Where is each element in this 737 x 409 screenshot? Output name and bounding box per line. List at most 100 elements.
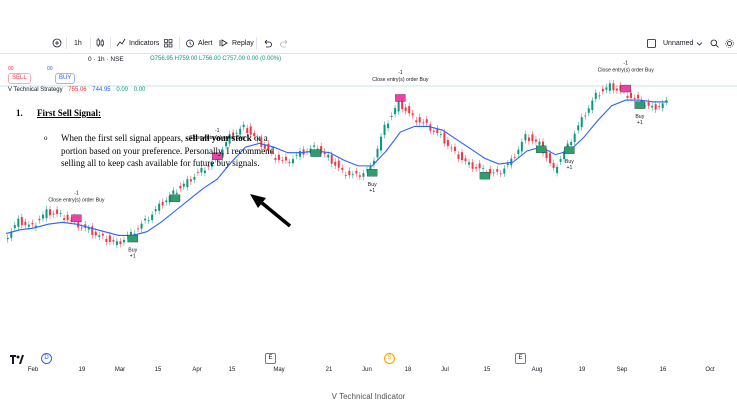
candle-body (200, 167, 203, 173)
candle-body (594, 92, 597, 99)
candle-body (446, 140, 449, 146)
candle-body (566, 143, 569, 148)
candle-body (165, 200, 168, 203)
candle-body (517, 149, 520, 155)
axis-label: Aug (531, 367, 543, 373)
candle-body (482, 167, 485, 169)
settings-button[interactable] (725, 33, 734, 53)
candle-body (147, 220, 150, 221)
candle-body (348, 170, 351, 176)
candle-body (450, 147, 453, 149)
buy-signal-box[interactable] (564, 146, 575, 154)
candle-body (513, 156, 516, 158)
buy-signal-label: Buy (368, 182, 377, 188)
add-symbol-button[interactable] (52, 33, 62, 53)
symbol-title[interactable]: 0 · 1h · NSE (88, 56, 124, 63)
undo-button[interactable] (263, 33, 272, 53)
candle-body (154, 209, 157, 212)
candle-body (619, 85, 622, 91)
candle-body (295, 155, 298, 156)
search-button[interactable] (710, 33, 719, 53)
candle-body (436, 128, 439, 133)
buy-signal-count: +1 (637, 120, 643, 126)
exit-marker-box[interactable] (479, 171, 491, 180)
buy-signal-box[interactable] (634, 101, 645, 109)
sell-signal-box[interactable] (212, 152, 223, 160)
candle-body (372, 160, 375, 165)
candle-body (144, 218, 147, 221)
templates-button[interactable] (164, 33, 173, 53)
candle-body (70, 220, 73, 222)
annotation-arrowhead (250, 194, 266, 208)
candle-body (418, 117, 421, 123)
candle-body (661, 103, 664, 109)
sell-signal-count: -1 (215, 128, 220, 134)
candle-body (601, 88, 604, 92)
candle-body (612, 83, 615, 91)
alarm-clock-icon (186, 39, 194, 48)
candle-body (80, 227, 83, 229)
buy-button[interactable]: BUY (55, 73, 76, 84)
replay-button[interactable]: Replay (219, 33, 254, 53)
candle-body (256, 137, 259, 140)
candle-body (355, 170, 358, 174)
dividend-event-icon[interactable]: D (41, 353, 52, 364)
paragraph-bold: sell all your stock (185, 133, 252, 143)
exit-marker-box[interactable] (310, 149, 322, 157)
strategy-legend[interactable]: V Technical Strategy 755.06 744.95 0.00 … (8, 87, 145, 93)
buy-signal-label: Buy (128, 248, 137, 254)
slide-heading: 1. First Sell Signal: (16, 108, 101, 118)
strategy-value-2: 744.95 (92, 87, 111, 93)
candle-body (277, 154, 280, 161)
candle-body (337, 160, 340, 168)
candle-body (267, 143, 270, 151)
alert-button[interactable]: Alert (185, 33, 212, 53)
sell-button[interactable]: SELL (8, 73, 31, 84)
indicators-button[interactable]: Indicators (116, 33, 159, 53)
sell-signal-box[interactable] (620, 84, 631, 93)
layout-menu-button[interactable]: Unnamed (647, 33, 703, 53)
buy-signal-box[interactable] (367, 169, 378, 177)
candle-body (545, 151, 548, 159)
earnings-event-icon-2[interactable]: E (515, 353, 526, 364)
candle-body (242, 124, 245, 128)
exit-marker-box[interactable] (169, 194, 181, 202)
candle-body (408, 106, 411, 114)
tv-logo-icon (10, 355, 24, 364)
indicators-label: Indicators (129, 39, 160, 47)
redo-button[interactable] (280, 33, 289, 53)
candle-body (549, 153, 552, 164)
strategy-value-3: 0.00 (116, 87, 129, 93)
candle-body (425, 119, 428, 123)
buy-signal-label: Buy (635, 114, 644, 120)
interval-button[interactable]: 1h (74, 33, 82, 53)
candle-body (105, 239, 108, 243)
chart-type-button[interactable] (96, 33, 105, 53)
candle-body (56, 209, 59, 214)
candle-body (309, 148, 312, 154)
interval-label: 1h (74, 39, 82, 47)
candle-body (10, 231, 13, 238)
candle-body (249, 126, 252, 135)
candle-body (390, 115, 393, 117)
tradingview-logo[interactable] (10, 351, 24, 369)
exit-marker-box[interactable] (536, 145, 547, 153)
candle-body (172, 190, 175, 194)
candle-body (531, 134, 534, 142)
earnings-event-icon[interactable]: E (265, 353, 276, 364)
candle-body (471, 162, 474, 169)
heading-number: 1. (16, 108, 23, 118)
sell-signal-box[interactable] (395, 94, 406, 102)
axis-label: Sep (616, 367, 628, 373)
candle-body (196, 171, 199, 173)
axis-label: May (273, 367, 285, 373)
buy-signal-box[interactable] (127, 234, 138, 243)
axis-label: 19 (578, 367, 586, 373)
split-event-icon[interactable]: S (384, 353, 395, 364)
sell-signal-box[interactable] (71, 214, 82, 222)
candle-body (66, 214, 69, 221)
candle-body (365, 169, 368, 171)
candle-body (383, 124, 386, 136)
